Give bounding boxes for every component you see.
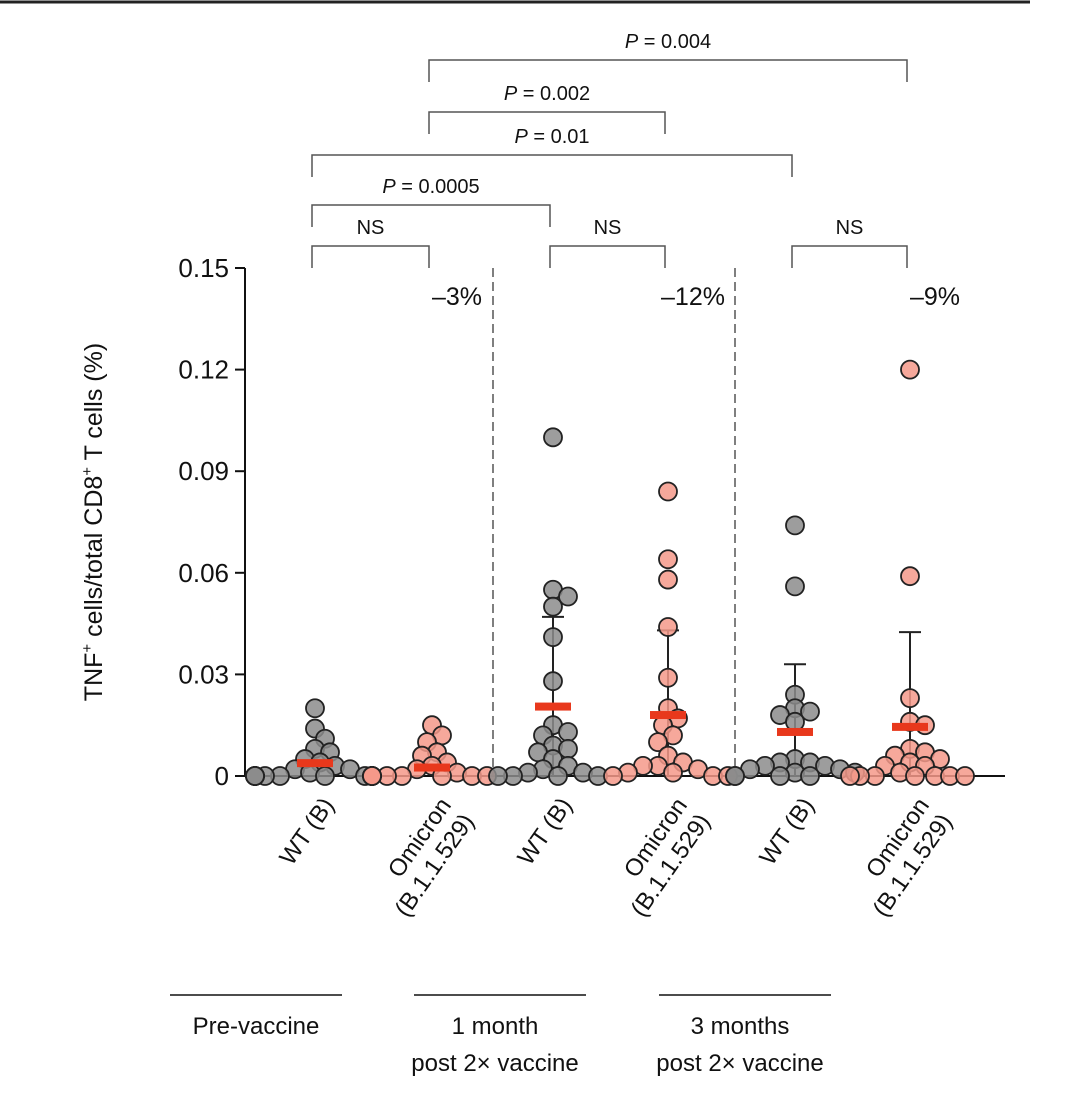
group-2 bbox=[488, 427, 608, 786]
significance-bracket bbox=[311, 154, 793, 177]
x-category-label: Omicron(B.1.1.529) bbox=[367, 793, 480, 922]
y-axis-label: TNF+ cells/total CD8+ T cells (%) bbox=[79, 343, 108, 701]
x-category-label: WT (B) bbox=[512, 793, 577, 870]
data-point bbox=[900, 359, 920, 380]
y-tick-label: 0 bbox=[215, 761, 229, 791]
y-tick-label: 0.03 bbox=[178, 659, 229, 689]
data-point bbox=[543, 427, 563, 448]
mean-bar bbox=[650, 711, 686, 720]
data-point bbox=[548, 766, 568, 786]
significance-bracket bbox=[428, 59, 908, 82]
data-point bbox=[900, 688, 920, 709]
p-symbol: P bbox=[382, 176, 396, 198]
significance-bracket bbox=[428, 111, 666, 134]
data-point bbox=[663, 762, 683, 783]
data-point bbox=[905, 766, 925, 786]
significance-bracket bbox=[549, 245, 666, 268]
period-label: Pre-vaccine bbox=[193, 1013, 320, 1040]
data-point bbox=[900, 566, 920, 587]
group-0 bbox=[245, 698, 375, 786]
data-point bbox=[603, 766, 623, 786]
data-point bbox=[543, 671, 563, 692]
x-category-line: WT (B) bbox=[754, 793, 819, 870]
x-category-label: WT (B) bbox=[274, 793, 339, 870]
p-symbol: P bbox=[504, 83, 518, 105]
significance-bracket bbox=[311, 245, 430, 268]
y-label-part: TNF bbox=[80, 653, 108, 702]
significance-label: NS bbox=[357, 217, 385, 239]
p-value: = 0.0005 bbox=[396, 176, 480, 198]
group-3 bbox=[603, 481, 738, 786]
mean-bar bbox=[414, 763, 450, 772]
significance-label: NS bbox=[836, 217, 864, 239]
y-label-sup: + bbox=[79, 467, 96, 476]
mean-bar bbox=[777, 727, 813, 736]
significance-bracket bbox=[791, 245, 908, 268]
data-point bbox=[648, 732, 668, 753]
significance-label: P = 0.01 bbox=[514, 126, 589, 148]
percent-change-label: –12% bbox=[661, 283, 725, 311]
period-label: post 2× vaccine bbox=[411, 1050, 578, 1077]
x-category-label: Omicron(B.1.1.529) bbox=[845, 793, 958, 922]
data-point bbox=[800, 766, 820, 786]
data-point bbox=[785, 515, 805, 536]
significance-label: P = 0.004 bbox=[625, 31, 711, 53]
data-point bbox=[362, 766, 382, 786]
y-tick-label: 0.15 bbox=[178, 253, 229, 283]
significance-label: P = 0.002 bbox=[504, 83, 590, 105]
data-point bbox=[658, 569, 678, 590]
group-1 bbox=[362, 715, 497, 786]
data-point bbox=[955, 766, 975, 786]
data-point bbox=[315, 766, 335, 786]
data-point bbox=[543, 596, 563, 617]
y-label-part: cells/total CD8 bbox=[80, 476, 108, 644]
period-label: 1 month bbox=[452, 1013, 539, 1040]
data-point bbox=[800, 701, 820, 722]
data-point bbox=[658, 667, 678, 688]
x-category-label: WT (B) bbox=[754, 793, 819, 870]
x-category-label: Omicron(B.1.1.529) bbox=[603, 793, 716, 922]
mean-bar bbox=[892, 722, 928, 731]
significance-label: NS bbox=[594, 217, 622, 239]
data-point bbox=[770, 766, 790, 786]
data-point bbox=[558, 586, 578, 607]
percent-change-label: –9% bbox=[910, 283, 960, 311]
data-point bbox=[725, 766, 745, 786]
p-symbol: P bbox=[625, 31, 639, 53]
data-point bbox=[658, 481, 678, 502]
significance-label: P = 0.0005 bbox=[382, 176, 479, 198]
y-tick-label: 0.09 bbox=[178, 456, 229, 486]
data-point bbox=[305, 698, 325, 719]
x-category-line: WT (B) bbox=[512, 793, 577, 870]
y-label-part: T cells (%) bbox=[80, 343, 108, 467]
data-point bbox=[658, 617, 678, 637]
significance-bracket bbox=[311, 204, 551, 227]
y-tick-label: 0.12 bbox=[178, 355, 229, 385]
y-tick-label: 0.06 bbox=[178, 558, 229, 588]
period-label: 3 months bbox=[691, 1013, 790, 1040]
data-point bbox=[840, 766, 860, 786]
group-4 bbox=[725, 515, 865, 786]
data-point bbox=[658, 549, 678, 570]
data-point bbox=[543, 627, 563, 648]
group-5 bbox=[840, 359, 975, 786]
p-symbol: P bbox=[514, 126, 528, 148]
data-point bbox=[558, 722, 578, 742]
percent-change-label: –3% bbox=[432, 283, 482, 311]
mean-bar bbox=[535, 702, 571, 711]
x-category-line: WT (B) bbox=[274, 793, 339, 870]
period-label: post 2× vaccine bbox=[656, 1050, 823, 1077]
p-value: = 0.01 bbox=[528, 126, 590, 148]
p-value: = 0.002 bbox=[517, 83, 590, 105]
data-point bbox=[245, 766, 265, 786]
y-label-sup: + bbox=[79, 644, 96, 653]
p-value: = 0.004 bbox=[638, 31, 711, 53]
data-point bbox=[488, 766, 508, 786]
data-point bbox=[785, 576, 805, 597]
mean-bar bbox=[297, 759, 333, 768]
